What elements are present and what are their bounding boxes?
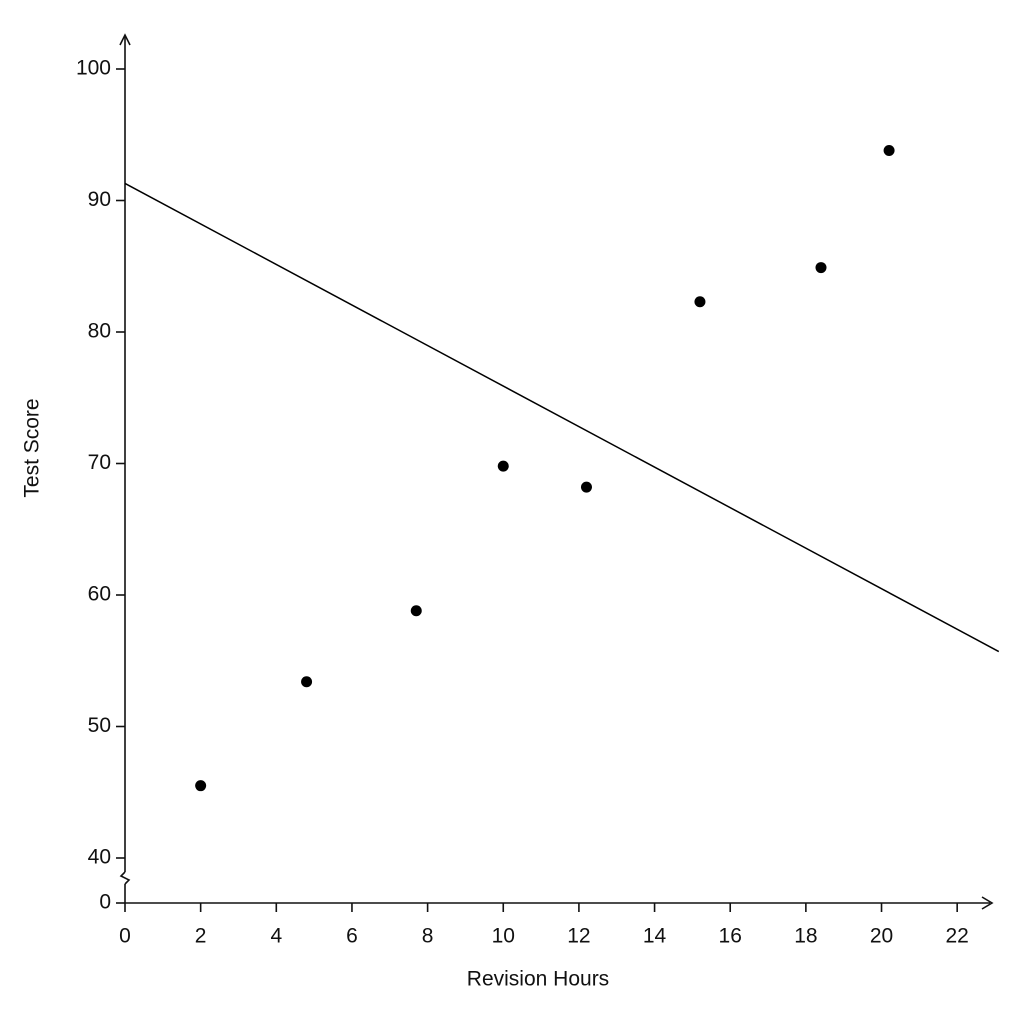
- point: [497, 460, 509, 472]
- y-tick-label: 0: [99, 891, 111, 914]
- x-axis-arrow: [981, 896, 994, 910]
- point: [195, 780, 207, 792]
- y-tick-label: 60: [88, 583, 111, 606]
- y-tick-label: 50: [88, 714, 111, 737]
- x-tick-label: 8: [422, 925, 434, 948]
- point: [694, 296, 706, 308]
- y-axis-title: Test Score: [21, 398, 44, 497]
- point: [580, 481, 592, 493]
- point: [815, 262, 827, 274]
- x-tick-label: 0: [119, 925, 131, 948]
- x-tick-label: 2: [195, 925, 207, 948]
- y-axis-arrow: [119, 33, 131, 46]
- x-tick-label: 16: [719, 925, 742, 948]
- x-tick-label: 6: [346, 925, 358, 948]
- point: [410, 605, 422, 617]
- axis-break: [119, 871, 131, 885]
- x-axis-title: Revision Hours: [467, 968, 609, 991]
- y-tick-label: 100: [76, 57, 111, 80]
- y-tick-label: 40: [88, 846, 111, 869]
- x-tick-label: 10: [492, 925, 515, 948]
- x-tick-label: 14: [643, 925, 667, 948]
- y-tick-label: 70: [88, 451, 111, 474]
- point: [301, 676, 313, 688]
- x-tick-label: 20: [870, 925, 893, 948]
- y-tick-label: 80: [88, 320, 111, 343]
- trend-line: [124, 182, 1000, 653]
- x-tick-label: 22: [945, 925, 968, 948]
- point: [883, 145, 895, 157]
- y-tick-label: 90: [88, 188, 111, 211]
- x-tick-label: 4: [270, 925, 282, 948]
- x-tick-label: 18: [794, 925, 817, 948]
- x-tick-label: 12: [567, 925, 590, 948]
